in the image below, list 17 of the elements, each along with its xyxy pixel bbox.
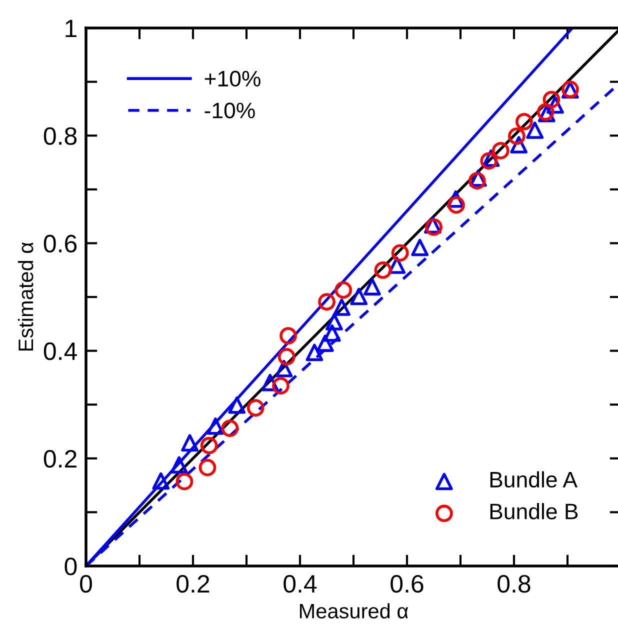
y-axis-title: Estimated α bbox=[18, 242, 34, 351]
x-tick-label: 0.4 bbox=[284, 574, 317, 593]
legend-label: +10% bbox=[204, 70, 260, 87]
x-tick-label: 0 bbox=[80, 574, 92, 593]
legend-label: -10% bbox=[204, 102, 255, 118]
x-axis-title: Measured α bbox=[300, 603, 408, 618]
y-tick-label: 0.2 bbox=[44, 450, 76, 468]
y-tick-label: 0.4 bbox=[44, 342, 77, 360]
x-tick-label: 0.2 bbox=[176, 574, 210, 593]
y-tick-label: 0 bbox=[64, 558, 77, 576]
x-tick-label: 0.6 bbox=[390, 574, 424, 593]
x-tick-label: 0.8 bbox=[498, 574, 530, 593]
y-tick-label: 0.8 bbox=[44, 127, 77, 145]
y-tick-label: 0.6 bbox=[44, 234, 77, 253]
y-tick-label: 1 bbox=[66, 20, 76, 38]
legend-label: Bundle A bbox=[490, 471, 578, 488]
legend-label: Bundle B bbox=[490, 503, 578, 520]
